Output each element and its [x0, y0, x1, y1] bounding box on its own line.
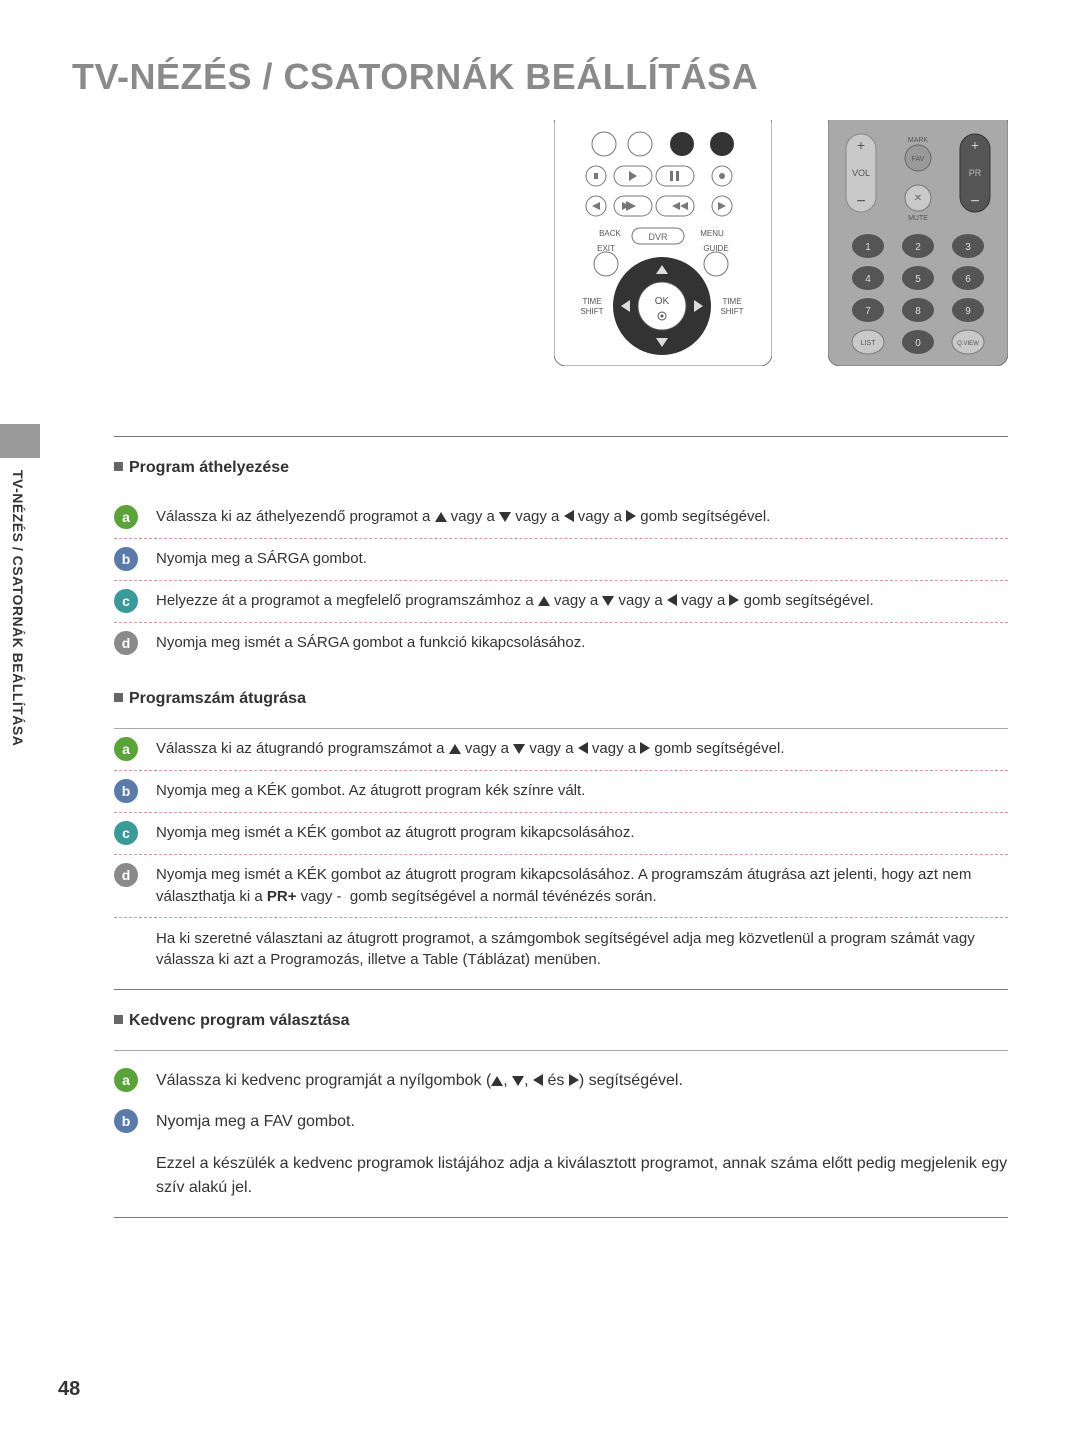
step-badge-c: c: [114, 821, 138, 845]
step-text: Válassza ki az átugrandó programszámot a…: [156, 738, 1008, 760]
svg-text:−: −: [856, 193, 865, 210]
tab-stub: [0, 424, 40, 458]
label-mute: MUTE: [908, 215, 928, 222]
step-badge-b: b: [114, 1109, 138, 1133]
step-text: Helyezze át a programot a megfelelő prog…: [156, 590, 1008, 612]
step-text: Nyomja meg ismét a SÁRGA gombot a funkci…: [156, 632, 1008, 654]
step-badge-b: b: [114, 779, 138, 803]
step-badge-a: a: [114, 1068, 138, 1092]
label-fav: FAV: [912, 156, 925, 163]
svg-text:8: 8: [915, 306, 921, 317]
step-row: b Nyomja meg a FAV gombot.: [114, 1101, 1008, 1142]
svg-text:SHIFT: SHIFT: [720, 307, 743, 316]
svg-text:+: +: [971, 137, 979, 153]
step-row: a Válassza ki az áthelyezendő programot …: [114, 497, 1008, 539]
section-title-2: Programszám átugrása: [114, 690, 1008, 708]
label-ok: OK: [655, 296, 670, 307]
step-badge-d: d: [114, 863, 138, 887]
bullet-icon: [114, 462, 123, 471]
svg-text:1: 1: [865, 242, 871, 253]
diagram-row: BACK DVR MENU EXIT GUIDE OK TIME SHIFT T…: [72, 120, 1008, 366]
svg-text:4: 4: [865, 274, 871, 285]
svg-text:+: +: [857, 137, 865, 153]
section-title-3-text: Kedvenc program választása: [129, 1012, 350, 1029]
page-title: TV-NÉZÉS / CSATORNÁK BEÁLLÍTÁSA: [72, 56, 1008, 98]
label-qview: Q.VIEW: [957, 341, 979, 347]
step-row: d Nyomja meg ismét a KÉK gombot az átugr…: [114, 855, 1008, 918]
svg-text:9: 9: [965, 306, 971, 317]
label-dvr: DVR: [648, 232, 668, 242]
bullet-icon: [114, 693, 123, 702]
keypad-diagram: + − VOL + − PR MARK FAV ✕ MUTE 1 2 3 4 5…: [828, 120, 1008, 366]
step-text: Nyomja meg ismét a KÉK gombot az átugrot…: [156, 864, 1008, 908]
svg-text:SHIFT: SHIFT: [580, 307, 603, 316]
step-badge-c: c: [114, 589, 138, 613]
rule: [114, 1217, 1008, 1218]
svg-text:−: −: [970, 193, 979, 210]
svg-text:TIME: TIME: [722, 297, 741, 306]
label-vol: VOL: [852, 168, 870, 178]
svg-text:TIME: TIME: [582, 297, 601, 306]
step-text: Válassza ki kedvenc programját a nyílgom…: [156, 1069, 1008, 1092]
page-number: 48: [58, 1378, 80, 1401]
svg-text:3: 3: [965, 242, 971, 253]
section-3-extra: Ezzel a készülék a kedvenc programok lis…: [114, 1142, 1008, 1216]
step-text: Nyomja meg a SÁRGA gombot.: [156, 548, 1008, 570]
step-row: c Nyomja meg ismét a KÉK gombot az átugr…: [114, 813, 1008, 855]
step-row: b Nyomja meg a KÉK gombot. Az átugrott p…: [114, 771, 1008, 813]
section-title-2-text: Programszám átugrása: [129, 690, 306, 707]
step-row: d Nyomja meg ismét a SÁRGA gombot a funk…: [114, 623, 1008, 664]
remote-diagram: BACK DVR MENU EXIT GUIDE OK TIME SHIFT T…: [554, 120, 772, 366]
section-title-3: Kedvenc program választása: [114, 1012, 1008, 1030]
step-text: Válassza ki az áthelyezendő programot a …: [156, 506, 1008, 528]
rule: [114, 436, 1008, 437]
step-row: a Válassza ki az átugrandó programszámot…: [114, 729, 1008, 771]
label-pr: PR: [969, 168, 982, 178]
section-title-1: Program áthelyezése: [114, 459, 1008, 477]
section-2-extra: Ha ki szeretné választani az átugrott pr…: [114, 918, 1008, 990]
step-badge-a: a: [114, 737, 138, 761]
step-text: Nyomja meg ismét a KÉK gombot az átugrot…: [156, 822, 1008, 844]
step-row: b Nyomja meg a SÁRGA gombot.: [114, 539, 1008, 581]
rule: [114, 989, 1008, 990]
step-badge-b: b: [114, 547, 138, 571]
step-text: Nyomja meg a KÉK gombot. Az átugrott pro…: [156, 780, 1008, 802]
bullet-icon: [114, 1015, 123, 1024]
svg-text:6: 6: [965, 274, 971, 285]
side-tab-label: TV-NÉZÉS / CSATORNÁK BEÁLLÍTÁSA: [0, 458, 26, 746]
svg-text:✕: ✕: [914, 193, 922, 204]
step-badge-a: a: [114, 505, 138, 529]
label-mark: MARK: [908, 137, 929, 144]
svg-text:2: 2: [915, 242, 921, 253]
side-tab: TV-NÉZÉS / CSATORNÁK BEÁLLÍTÁSA: [0, 424, 40, 1064]
step-row: a Válassza ki kedvenc programját a nyílg…: [114, 1051, 1008, 1101]
step-row: c Helyezze át a programot a megfelelő pr…: [114, 581, 1008, 623]
label-back: BACK: [599, 229, 621, 238]
label-menu: MENU: [700, 229, 724, 238]
step-text: Nyomja meg a FAV gombot.: [156, 1110, 1008, 1133]
section-title-1-text: Program áthelyezése: [129, 459, 289, 476]
step-badge-d: d: [114, 631, 138, 655]
content: Program áthelyezése a Válassza ki az áth…: [72, 436, 1008, 1218]
svg-text:0: 0: [915, 338, 921, 349]
svg-text:5: 5: [915, 274, 921, 285]
label-list: LIST: [861, 340, 877, 347]
svg-text:7: 7: [865, 306, 871, 317]
